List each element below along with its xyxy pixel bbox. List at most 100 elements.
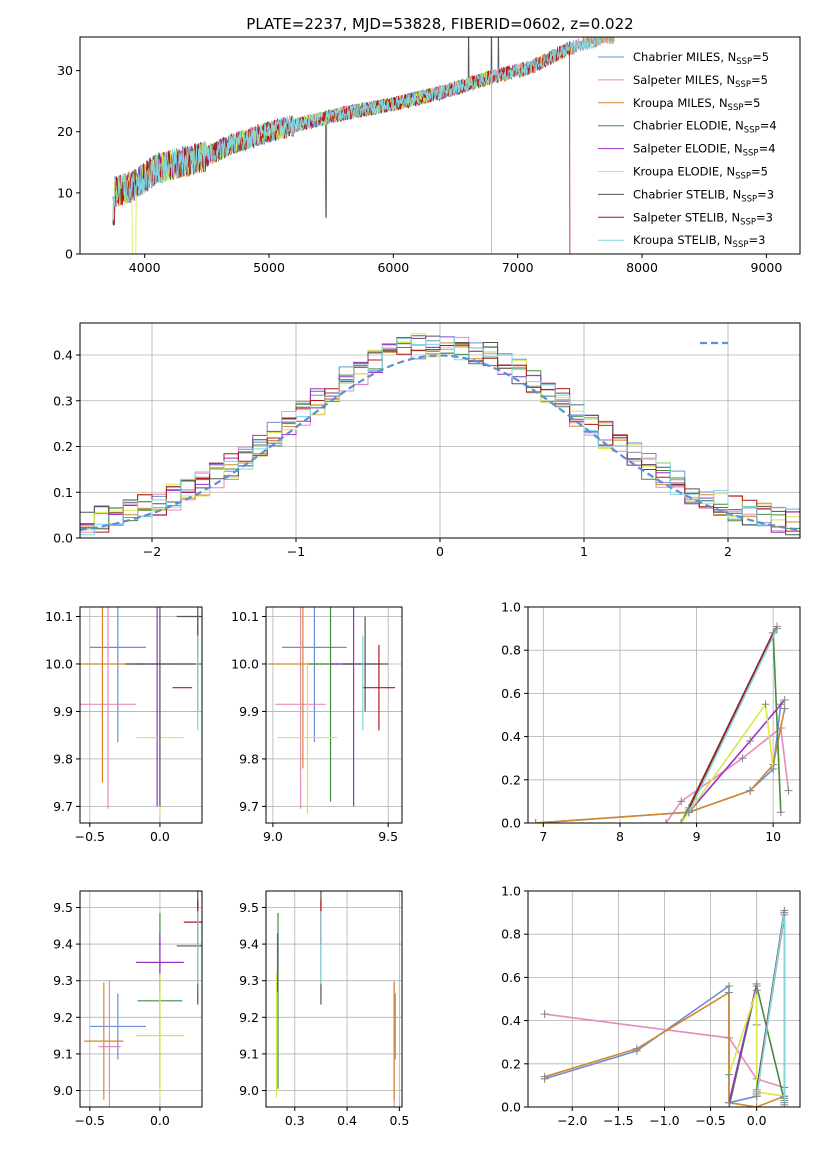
panel-residuals: −2 −1 0 1 2 0.0 0.1 0.2 0.3 0.4 [53,322,801,559]
y-tick-label: 10.0 [45,656,73,671]
legend-text: =3 [756,210,773,224]
legend-subscript: SSP [741,194,757,204]
y-tick-label: 9.2 [239,1010,259,1025]
y-tick-label: 0.0 [53,531,73,546]
y-tick-label: 9.8 [53,751,73,766]
x-tick-label: 0.0 [747,1113,767,1128]
weight-marker [531,819,540,823]
legend-entry: Salpeter MILES, NSSP=5 [633,73,768,90]
x-tick-label: 1 [580,544,588,559]
legend-subscript: SSP [735,172,751,182]
x-tick-label: 8000 [626,260,658,275]
weight-marker [769,765,778,773]
y-tick-label: 0.1 [53,485,73,500]
legend-text: Kroupa STELIB, N [633,233,733,247]
weight-marker [780,1100,789,1107]
weight-marker [677,797,686,806]
plot-area [275,891,396,1107]
y-tick-label: 10.1 [231,609,259,624]
y-tick-label: 0.4 [501,729,521,744]
weight-marker [661,819,670,823]
weight-marker [746,786,755,795]
y-tick-label: 0.2 [501,772,521,787]
weight-series-8 [688,628,778,813]
y-tick-label: 30 [57,63,73,78]
weight-marker [677,819,686,823]
plot-area [84,891,202,1107]
legend-subscript: SSP [733,240,749,250]
grid-lines [80,607,202,823]
y-tick-label: 1.0 [501,884,521,899]
spectrum-series-7 [112,41,571,254]
legend-text: =5 [752,50,769,64]
axes-frame [527,606,801,824]
legend-subscript: SSP [728,103,744,113]
x-tick-label: 4000 [129,260,161,275]
y-tick-label: 9.5 [239,900,259,915]
legend-subscript: SSP [744,126,760,136]
legend-entry: Salpeter ELODIE, NSSP=4 [633,142,776,159]
plot-area [112,37,615,254]
x-tick-label: −0.5 [695,1113,725,1128]
x-tick-label: −1 [287,544,305,559]
legend-text: Chabrier ELODIE, N [633,119,744,133]
x-tick-label: 10 [765,829,781,844]
x-tick-label: 9.0 [263,829,283,844]
x-tick-label: 9 [693,829,701,844]
panel-mass_vs_ebv: 0.3 0.4 0.5 9.0 9.1 9.2 9.3 9.4 9.5 [239,890,409,1128]
x-tick-label: 7 [539,829,547,844]
y-tick-label: 9.9 [239,704,259,719]
y-tick-label: 0.2 [501,1056,521,1071]
weight-series-2 [544,991,785,1107]
legend-entry: Chabrier ELODIE, NSSP=4 [633,119,777,136]
axes-frame [265,606,403,824]
weight-marker [746,736,755,745]
weight-marker [780,695,789,704]
hist-series-7 [80,344,800,533]
legend-text: =5 [743,96,760,110]
grid-lines [528,606,800,824]
x-tick-label: 0.0 [150,829,170,844]
weight-marker [752,1103,761,1107]
grid-lines [266,891,402,1107]
legend-text: =5 [751,73,768,87]
weight-series-7 [688,632,774,809]
gaussian-curve [80,354,798,532]
weight-series-0 [535,704,782,823]
y-tick-label: 9.2 [53,1010,73,1025]
legend-entry: Kroupa MILES, NSSP=5 [633,96,760,113]
axes-frame [527,890,801,1108]
y-tick-label: 9.0 [239,1083,259,1098]
x-tick-label: −1.0 [649,1113,679,1128]
legend-subscript: SSP [736,57,752,67]
y-tick-label: 10.0 [231,656,259,671]
y-tick-label: 0.0 [501,816,521,831]
x-tick-label: −2 [143,544,161,559]
panel-weight_vs_age: 7 8 9 10 0.0 0.2 0.4 0.6 0.8 1.0 [501,600,801,844]
panel-age_vs_mass: 9.0 9.5 9.7 9.8 9.9 10.0 10.1 [231,606,403,844]
weight-series-8 [755,912,786,1105]
spectrum-series-8 [112,37,615,220]
weight-marker [776,808,785,817]
y-tick-label: 9.1 [53,1046,73,1061]
plots-layer: 4000 5000 6000 7000 8000 90000102030Chabrier … [45,36,801,1128]
x-tick-label: −0.5 [75,829,105,844]
y-tick-label: 9.4 [239,937,259,952]
x-tick-label: 0.0 [150,1113,170,1128]
x-tick-label: −2.0 [557,1113,587,1128]
weight-marker [725,1098,734,1107]
weight-series-0 [544,984,757,1104]
legend-entry: Chabrier MILES, NSSP=5 [633,50,769,67]
plot-area [531,622,793,823]
y-tick-label: 0.8 [501,927,521,942]
weight-marker [725,988,734,997]
y-tick-label: 0 [65,247,73,262]
legend-text: Salpeter MILES, N [633,73,735,87]
y-tick-label: 9.3 [53,973,73,988]
legend-text: Chabrier STELIB, N [633,187,741,201]
legend-text: Kroupa ELODIE, N [633,165,735,179]
x-tick-label: 0 [436,544,444,559]
y-tick-label: 0.2 [53,439,73,454]
figure-title: PLATE=2237, MJD=53828, FIBERID=0602, z=0… [246,15,633,33]
